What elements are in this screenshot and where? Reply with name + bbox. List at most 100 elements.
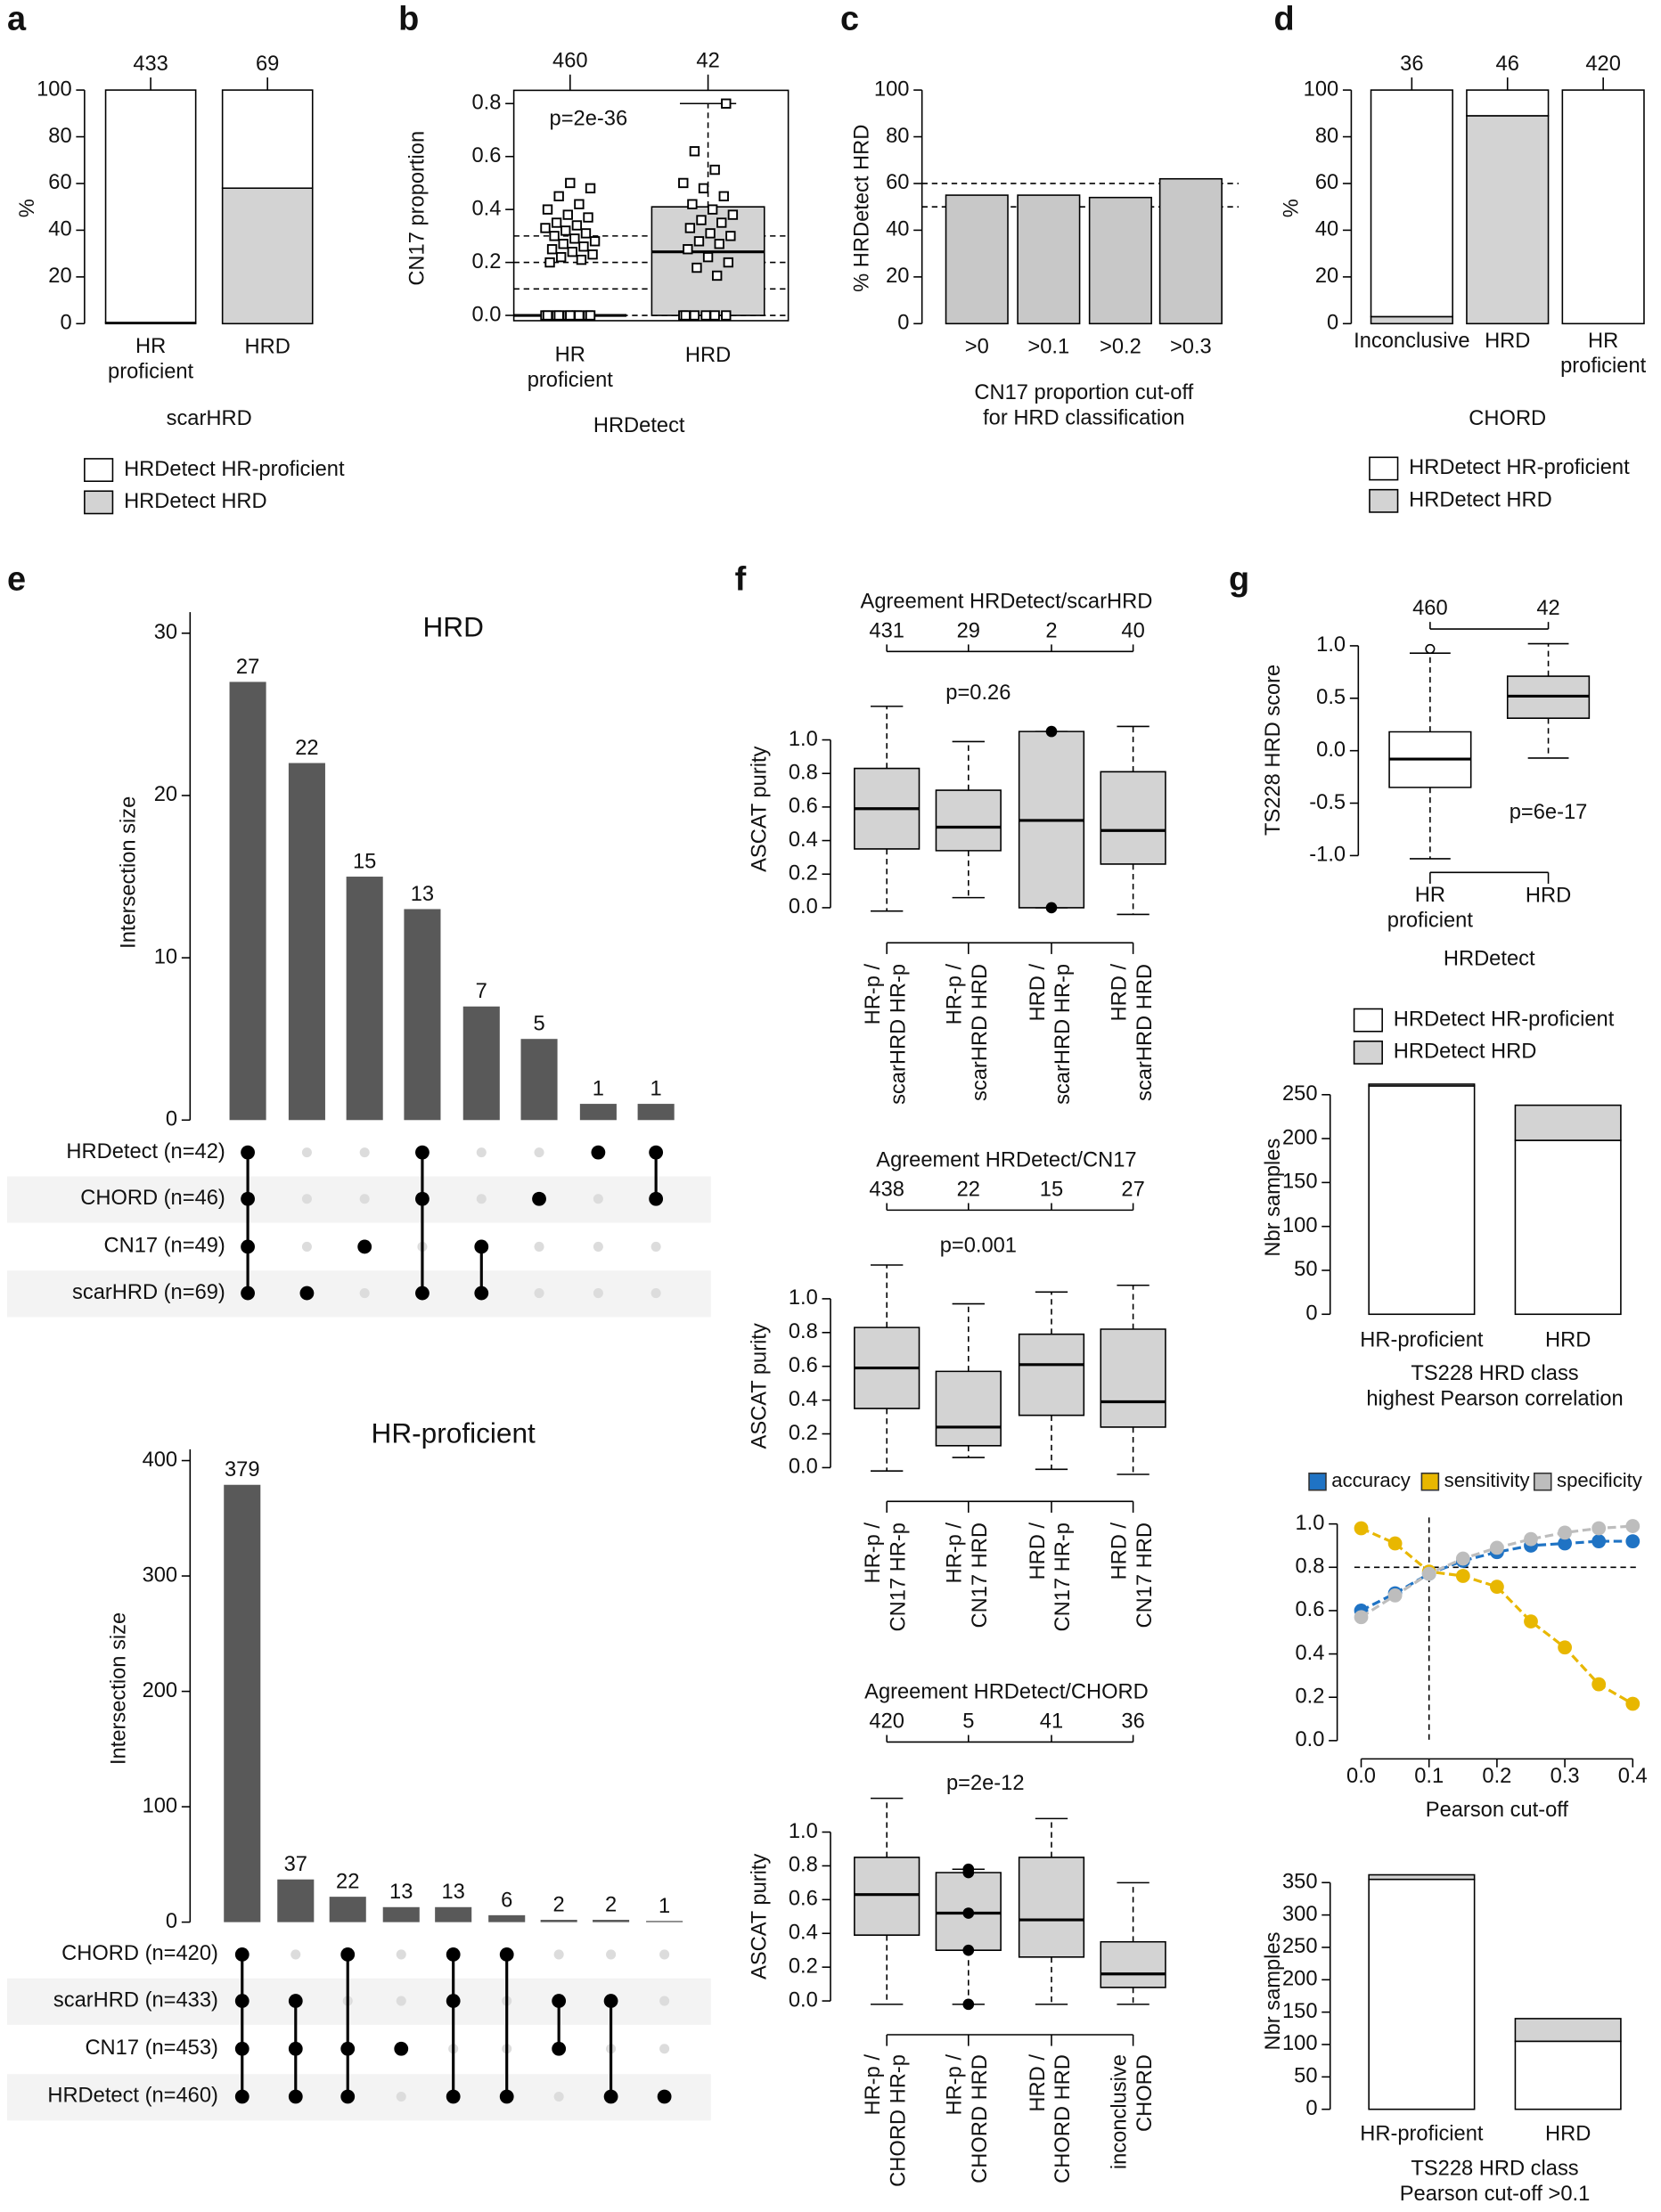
y-tick-label: 50 bbox=[1294, 2065, 1317, 2088]
empty-dot bbox=[659, 1949, 670, 1960]
empty-dot bbox=[476, 1147, 487, 1158]
panel-letter: c bbox=[840, 1, 859, 38]
x-tick-label: HRD bbox=[685, 344, 731, 367]
point bbox=[585, 183, 596, 194]
y-axis-label: Intersection size bbox=[108, 1612, 131, 1765]
count-label: 46 bbox=[1496, 53, 1519, 76]
y-tick-label: 0.0 bbox=[471, 303, 501, 326]
y-tick-label: 0.0 bbox=[789, 1456, 818, 1479]
point bbox=[718, 191, 729, 201]
y-tick-label: 0.2 bbox=[1295, 1685, 1324, 1708]
x-tick-label: HR-proficient bbox=[1360, 2122, 1484, 2145]
point bbox=[1354, 1610, 1369, 1625]
x-tick-label: HR-p / CN17 HRD bbox=[944, 1522, 992, 1628]
y-tick-label: 350 bbox=[1282, 1871, 1318, 1894]
point bbox=[678, 177, 689, 189]
value-label: 1 bbox=[650, 1078, 662, 1101]
x-tick-label: Inconclusive bbox=[1354, 330, 1469, 353]
legend-swatch bbox=[1353, 1041, 1383, 1065]
point bbox=[1354, 1521, 1369, 1536]
point bbox=[693, 236, 705, 247]
point bbox=[1558, 1640, 1572, 1655]
y-tick-label: 40 bbox=[1315, 218, 1338, 241]
point bbox=[565, 177, 576, 189]
member-dot bbox=[532, 1191, 546, 1206]
empty-dot bbox=[301, 1194, 312, 1204]
bar bbox=[462, 1006, 500, 1121]
x-tick-label: HR-proficient bbox=[1360, 1329, 1484, 1352]
x-tick-label: 0.2 bbox=[1482, 1765, 1511, 1788]
y-tick-label: 80 bbox=[1315, 125, 1338, 148]
x-tick-label: >0.2 bbox=[1100, 335, 1141, 358]
value-label: 5 bbox=[533, 1013, 544, 1036]
count-label: 420 bbox=[869, 1710, 904, 1734]
point bbox=[580, 228, 592, 239]
bar-segment bbox=[1466, 115, 1550, 325]
y-tick-label: 100 bbox=[1304, 78, 1339, 101]
y-tick-label: 60 bbox=[48, 171, 71, 194]
point bbox=[558, 239, 569, 249]
set-label: scarHRD (n=69) bbox=[72, 1281, 225, 1304]
member-dot bbox=[591, 1145, 606, 1160]
y-tick-label: 0.4 bbox=[789, 1922, 818, 1945]
point bbox=[1387, 1536, 1403, 1551]
empty-dot bbox=[396, 1996, 406, 2006]
y-tick-label: 0.2 bbox=[789, 1955, 818, 1978]
x-tick-label: HRD bbox=[1545, 2122, 1591, 2145]
y-tick-label: 0.4 bbox=[789, 1388, 818, 1411]
bar bbox=[945, 194, 1009, 325]
bar-segment bbox=[1368, 1878, 1476, 2110]
y-tick-label: 150 bbox=[1282, 1171, 1318, 1194]
y-tick-label: 0.8 bbox=[789, 1320, 818, 1343]
y-tick-label: 0.0 bbox=[789, 1988, 818, 2012]
y-tick-label: 250 bbox=[1282, 1935, 1318, 1958]
member-dot bbox=[446, 1947, 461, 1962]
member-dot bbox=[603, 2089, 618, 2104]
point bbox=[542, 204, 553, 215]
x-tick-label: HRD bbox=[1485, 330, 1530, 353]
x-tick-label: HRD bbox=[245, 335, 290, 358]
value-label: 22 bbox=[336, 1871, 359, 1894]
member-dot bbox=[499, 1947, 514, 1962]
legend-label: specificity bbox=[1557, 1469, 1643, 1491]
panel-letter: d bbox=[1274, 1, 1295, 38]
y-tick-label: 200 bbox=[1282, 1126, 1318, 1149]
x-tick-label: HR-p / scarHRD HR-p bbox=[862, 964, 910, 1105]
bar-segment bbox=[1370, 89, 1453, 318]
empty-dot bbox=[476, 1194, 487, 1204]
count-label: 5 bbox=[962, 1710, 974, 1734]
bar bbox=[229, 682, 266, 1121]
box bbox=[1100, 1940, 1166, 1988]
panel-letter: b bbox=[398, 1, 419, 38]
x-tick-label: HRD / CN17 HRD bbox=[1109, 1522, 1157, 1628]
point bbox=[716, 217, 727, 228]
value-label: 13 bbox=[442, 1881, 465, 1904]
annotation: p=0.001 bbox=[940, 1235, 1017, 1258]
box bbox=[1018, 1857, 1085, 1958]
y-axis-label: % bbox=[1280, 199, 1303, 217]
x-tick-label: >0.3 bbox=[1170, 335, 1212, 358]
plot-frame bbox=[512, 89, 790, 322]
x-tick-label: HRD / CHORD HRD bbox=[1027, 2054, 1075, 2183]
count-label: 42 bbox=[696, 50, 719, 73]
y-tick-label: 40 bbox=[48, 218, 71, 241]
value-label: 2 bbox=[605, 1893, 617, 1916]
point bbox=[1045, 725, 1058, 738]
member-dot bbox=[299, 1286, 315, 1301]
empty-dot bbox=[534, 1241, 544, 1252]
point bbox=[1455, 1551, 1470, 1566]
y-tick-label: 0.8 bbox=[471, 92, 501, 115]
y-tick-label: 1.0 bbox=[789, 1286, 818, 1310]
member-dot bbox=[288, 1994, 303, 2008]
member-dot bbox=[552, 1994, 567, 2008]
x-tick-label: HRD / scarHRD HRD bbox=[1109, 964, 1157, 1101]
y-tick-label: 50 bbox=[1294, 1258, 1317, 1281]
count-label: 460 bbox=[1412, 597, 1448, 620]
member-dot bbox=[340, 2089, 356, 2104]
y-tick-label: 1.0 bbox=[789, 1820, 818, 1843]
count-label: 431 bbox=[869, 619, 904, 642]
bar bbox=[646, 1921, 683, 1922]
point bbox=[721, 98, 732, 109]
y-tick-label: 0.2 bbox=[789, 1422, 818, 1445]
point bbox=[1490, 1540, 1504, 1555]
